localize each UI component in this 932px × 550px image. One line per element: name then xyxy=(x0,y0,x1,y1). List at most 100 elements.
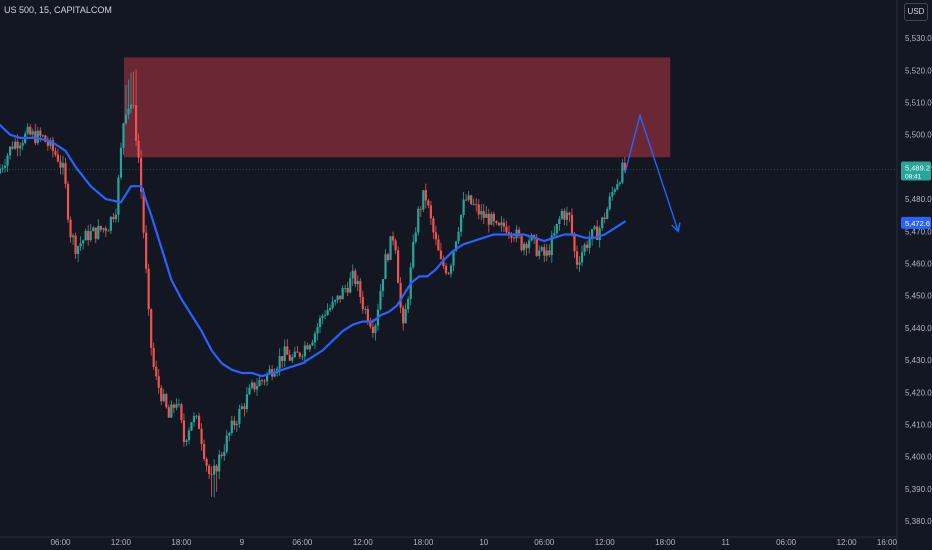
candle-body xyxy=(596,226,599,240)
candle-body xyxy=(202,443,206,459)
candle-body xyxy=(533,234,536,238)
candle-body xyxy=(303,345,306,357)
candle-body xyxy=(543,247,546,256)
candle-body xyxy=(444,266,448,274)
candle-body xyxy=(331,301,334,309)
candle-body xyxy=(480,211,483,215)
candle-body xyxy=(112,216,115,220)
candle-body xyxy=(354,270,357,284)
candle-body xyxy=(477,204,480,215)
candle-body xyxy=(439,250,443,259)
candle-body xyxy=(585,244,589,248)
candle-body xyxy=(21,142,24,146)
candle-body xyxy=(502,222,506,227)
chart-symbol-title: US 500, 15, CAPITALCOM xyxy=(4,5,112,15)
candle-body xyxy=(608,196,611,209)
candle-body xyxy=(366,309,369,322)
candle-body xyxy=(336,295,339,301)
candle-body xyxy=(238,409,241,424)
time-tick-label: 06:00 xyxy=(534,538,555,547)
candle-body xyxy=(334,300,337,302)
candle-body xyxy=(601,217,604,229)
ma-value-label: 5,472.6 xyxy=(905,219,930,228)
candle-body xyxy=(475,203,478,205)
candle-body xyxy=(119,147,123,178)
candle-body xyxy=(200,428,203,444)
candle-body xyxy=(175,404,178,408)
candle-body xyxy=(467,195,470,200)
candle-body xyxy=(397,250,400,283)
candle-body xyxy=(205,458,208,466)
candle-body xyxy=(286,346,289,355)
last-price-label: 5,489.2 xyxy=(905,163,930,172)
candle-body xyxy=(41,135,44,137)
candle-body xyxy=(298,352,301,357)
candle-body xyxy=(56,154,60,162)
candle-body xyxy=(598,228,601,240)
time-tick-label: 10 xyxy=(479,538,488,547)
candle-body xyxy=(318,318,322,328)
candle-body xyxy=(177,404,180,405)
candle-body xyxy=(419,208,422,210)
candle-body xyxy=(288,354,291,361)
candle-body xyxy=(29,126,32,135)
candle-body xyxy=(384,254,387,280)
candle-body xyxy=(459,215,463,232)
candle-body xyxy=(323,315,327,316)
candle-body xyxy=(344,288,347,289)
time-tick-label: 18:00 xyxy=(655,538,676,547)
candle-body xyxy=(8,146,12,156)
candle-body xyxy=(570,214,574,234)
candle-body xyxy=(452,250,455,266)
time-tick-label: 06:00 xyxy=(50,538,71,547)
candle-body xyxy=(517,229,521,236)
candle-body xyxy=(263,380,266,382)
candle-body xyxy=(558,218,561,224)
candle-body xyxy=(505,226,508,233)
price-tick-label: 5,400.0 xyxy=(905,453,932,462)
currency-button[interactable]: USD xyxy=(904,3,928,21)
candle-body xyxy=(565,212,569,220)
candle-body xyxy=(434,232,438,240)
candle-body xyxy=(225,435,228,452)
candle-body xyxy=(61,163,65,168)
candle-body xyxy=(404,309,407,324)
candle-body xyxy=(97,225,100,239)
candle-body xyxy=(575,251,579,265)
candle-body xyxy=(548,250,551,256)
price-tick-label: 5,470.0 xyxy=(905,227,932,236)
candle-body xyxy=(454,241,458,251)
projection-arrowhead xyxy=(671,222,681,233)
candle-body xyxy=(253,382,256,390)
candle-body xyxy=(356,281,359,284)
candle-body xyxy=(165,394,168,408)
candle-body xyxy=(248,387,251,395)
bar-countdown-label: 08:41 xyxy=(905,173,922,180)
candle-body xyxy=(235,423,238,426)
candle-body xyxy=(157,376,160,388)
candle-body xyxy=(114,214,118,220)
candle-body xyxy=(3,165,7,168)
candle-body xyxy=(19,145,22,149)
candle-body xyxy=(74,235,77,255)
candle-body xyxy=(611,191,614,197)
candle-body xyxy=(580,252,584,263)
candle-body xyxy=(223,451,226,456)
candle-body xyxy=(260,380,264,381)
candle-body xyxy=(379,290,382,310)
candle-body xyxy=(46,141,49,146)
candle-body xyxy=(540,247,543,251)
candle-body xyxy=(510,233,513,238)
price-tick-label: 5,480.0 xyxy=(905,195,932,204)
candle-body xyxy=(535,237,538,256)
candle-body xyxy=(268,369,271,374)
price-tick-label: 5,510.0 xyxy=(905,99,932,108)
candle-body xyxy=(107,230,110,232)
candle-body xyxy=(381,279,385,291)
price-tick-label: 5,520.0 xyxy=(905,66,932,75)
time-tick-label: 06:00 xyxy=(776,538,797,547)
candle-body xyxy=(427,200,430,206)
candle-body xyxy=(273,373,276,377)
candle-body xyxy=(593,226,596,230)
